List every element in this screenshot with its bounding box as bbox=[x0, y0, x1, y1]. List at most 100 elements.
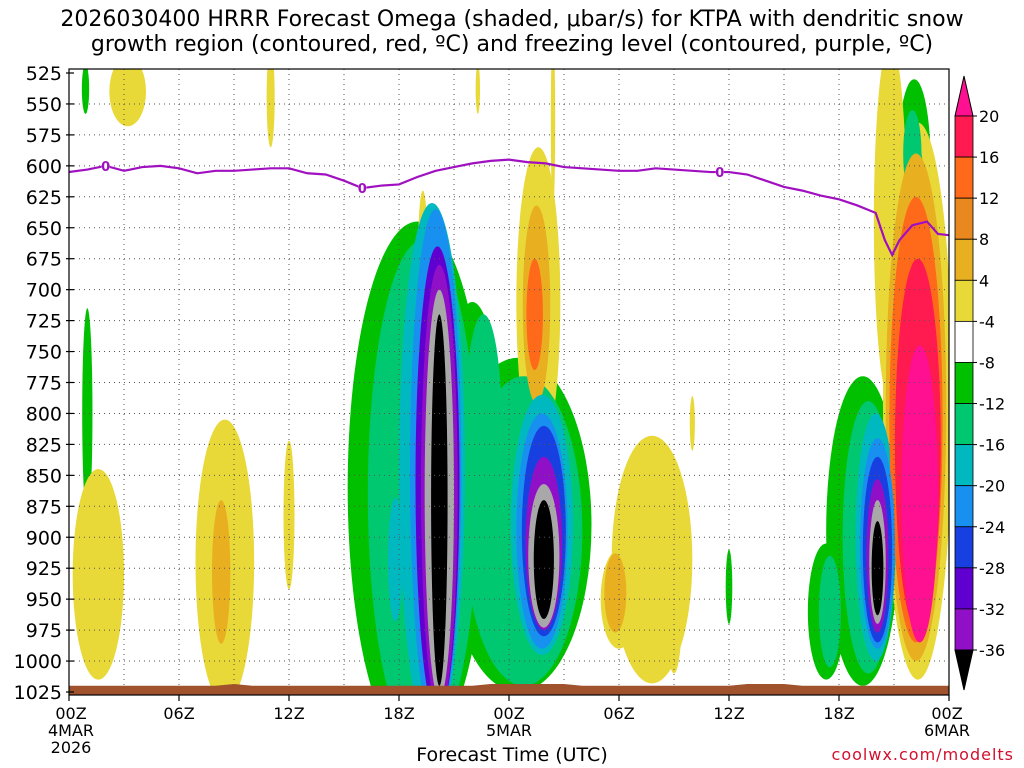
omega-cell-18 bbox=[665, 537, 683, 674]
y-tick-label: 825 bbox=[26, 434, 62, 456]
y-axis: 525 550 575 600 625 650 675 700 725 750 775 800 825 8… bbox=[14, 63, 74, 704]
colorbar-segment bbox=[954, 567, 974, 610]
x-tick-label: 00Z bbox=[55, 704, 86, 723]
omega-cell-14 bbox=[72, 469, 124, 680]
surface-layer bbox=[69, 683, 949, 695]
x-tick-label: 12Z bbox=[713, 704, 744, 723]
x-year-label: 2026 bbox=[51, 738, 92, 757]
contour-label-bg bbox=[358, 182, 367, 195]
y-tick-label: 1000 bbox=[14, 651, 62, 673]
y-tick-label: 575 bbox=[26, 125, 62, 147]
y-tick-label: 700 bbox=[26, 280, 62, 302]
y-tick-label: 600 bbox=[26, 156, 62, 178]
colorbar-segment bbox=[954, 238, 974, 281]
omega-cell-1 bbox=[81, 69, 90, 114]
colorbar-label: 8 bbox=[979, 230, 989, 249]
omega-cell-20 bbox=[689, 396, 695, 451]
colorbar-segment bbox=[954, 279, 974, 322]
colorbar-label: -12 bbox=[979, 395, 1005, 414]
colorbar-bottom-arrow bbox=[954, 649, 974, 691]
freezing-level-label: 0 bbox=[358, 182, 367, 197]
x-tick-label: 06Z bbox=[603, 704, 634, 723]
colorbar-segment bbox=[954, 320, 974, 363]
colorbar-label: -4 bbox=[979, 312, 995, 331]
colorbar-segment bbox=[954, 608, 974, 651]
omega-cell-9 bbox=[109, 69, 146, 127]
colorbar: 20 16 12 8 4 -4 -8 -12 -16 -20 -24 -28 -32 -36 bbox=[954, 75, 1005, 691]
colorbar-label: -32 bbox=[979, 600, 1005, 619]
colorbar-segment bbox=[954, 197, 974, 240]
x-tick-label: 18Z bbox=[383, 704, 414, 723]
omega-cell-2 bbox=[725, 549, 733, 624]
freezing-level-contour: 0 0 0 bbox=[69, 158, 949, 258]
contour-label-bg bbox=[101, 159, 110, 172]
omega-cell-10 bbox=[266, 69, 275, 148]
y-tick-label: 800 bbox=[26, 403, 62, 425]
y-tick-label: 725 bbox=[26, 311, 62, 333]
colorbar-segment bbox=[954, 485, 974, 528]
surface-terrain bbox=[69, 683, 949, 695]
freezing-level-line bbox=[69, 158, 949, 258]
y-tick-label: 550 bbox=[26, 94, 62, 116]
omega-cell-56 bbox=[871, 521, 884, 616]
colorbar-label: -16 bbox=[979, 436, 1005, 455]
colorbar-label: 20 bbox=[979, 107, 999, 126]
colorbar-label: 16 bbox=[979, 148, 999, 167]
y-tick-label: 650 bbox=[26, 218, 62, 240]
omega-cell-55 bbox=[533, 500, 554, 619]
x-tick-label: 06Z bbox=[163, 704, 194, 723]
omega-cell-31 bbox=[212, 500, 231, 644]
y-tick-label: 625 bbox=[26, 187, 62, 209]
colorbar-label: -8 bbox=[979, 353, 995, 372]
colorbar-label: -36 bbox=[979, 641, 1005, 660]
x-tick-label: 00Z bbox=[493, 704, 524, 723]
y-tick-label: 950 bbox=[26, 589, 62, 611]
chart-title-line1: 2026030400 HRRR Forecast Omega (shaded, … bbox=[60, 7, 964, 32]
colorbar-segment bbox=[954, 115, 974, 158]
colorbar-segment bbox=[954, 403, 974, 446]
contour-label-bg bbox=[715, 166, 724, 179]
y-tick-label: 750 bbox=[26, 342, 62, 364]
x-tick-label: 12Z bbox=[273, 704, 304, 723]
freezing-level-label: 0 bbox=[715, 166, 724, 181]
colorbar-segment bbox=[954, 444, 974, 487]
colorbar-label: -20 bbox=[979, 477, 1005, 496]
colorbar-segment bbox=[954, 362, 974, 404]
omega-cell-47 bbox=[901, 345, 939, 643]
y-tick-label: 925 bbox=[26, 558, 62, 580]
x-tick-label: 18Z bbox=[823, 704, 854, 723]
grid-lines bbox=[69, 69, 949, 692]
x-date-label: 4MAR bbox=[48, 721, 94, 740]
colorbar-label: -28 bbox=[979, 559, 1005, 578]
y-tick-label: 900 bbox=[26, 527, 62, 549]
omega-cell-11 bbox=[475, 69, 481, 114]
omega-shading bbox=[72, 69, 949, 695]
colorbar-segment bbox=[954, 526, 974, 569]
y-tick-label: 775 bbox=[26, 373, 62, 395]
colorbar-label: 12 bbox=[979, 189, 999, 208]
omega-cell-38 bbox=[388, 497, 403, 622]
x-date-label: 6MAR bbox=[924, 721, 970, 740]
x-date-label: 5MAR bbox=[486, 721, 532, 740]
omega-cell-0 bbox=[82, 308, 93, 519]
omega-cell-32 bbox=[604, 553, 627, 633]
x-tick-label: 00Z bbox=[931, 704, 962, 723]
y-tick-label: 975 bbox=[26, 620, 62, 642]
credit-text: coolwx.com/modelts bbox=[831, 745, 1014, 764]
y-tick-label: 675 bbox=[26, 249, 62, 271]
colorbar-top-arrow bbox=[954, 75, 974, 117]
x-axis-label: Forecast Time (UTC) bbox=[416, 744, 608, 766]
colorbar-segment bbox=[954, 156, 974, 199]
omega-cell-39 bbox=[526, 258, 543, 371]
freezing-level-label: 0 bbox=[101, 160, 110, 175]
chart-title-line2: growth region (contoured, red, ºC) and f… bbox=[90, 32, 934, 57]
y-tick-label: 850 bbox=[26, 465, 62, 487]
omega-cell-28 bbox=[818, 555, 841, 668]
y-tick-label: 875 bbox=[26, 496, 62, 518]
colorbar-label: 4 bbox=[979, 271, 989, 290]
omega-cell-57 bbox=[431, 314, 448, 686]
y-tick-label: 525 bbox=[26, 63, 62, 85]
omega-cell-26 bbox=[465, 314, 502, 538]
